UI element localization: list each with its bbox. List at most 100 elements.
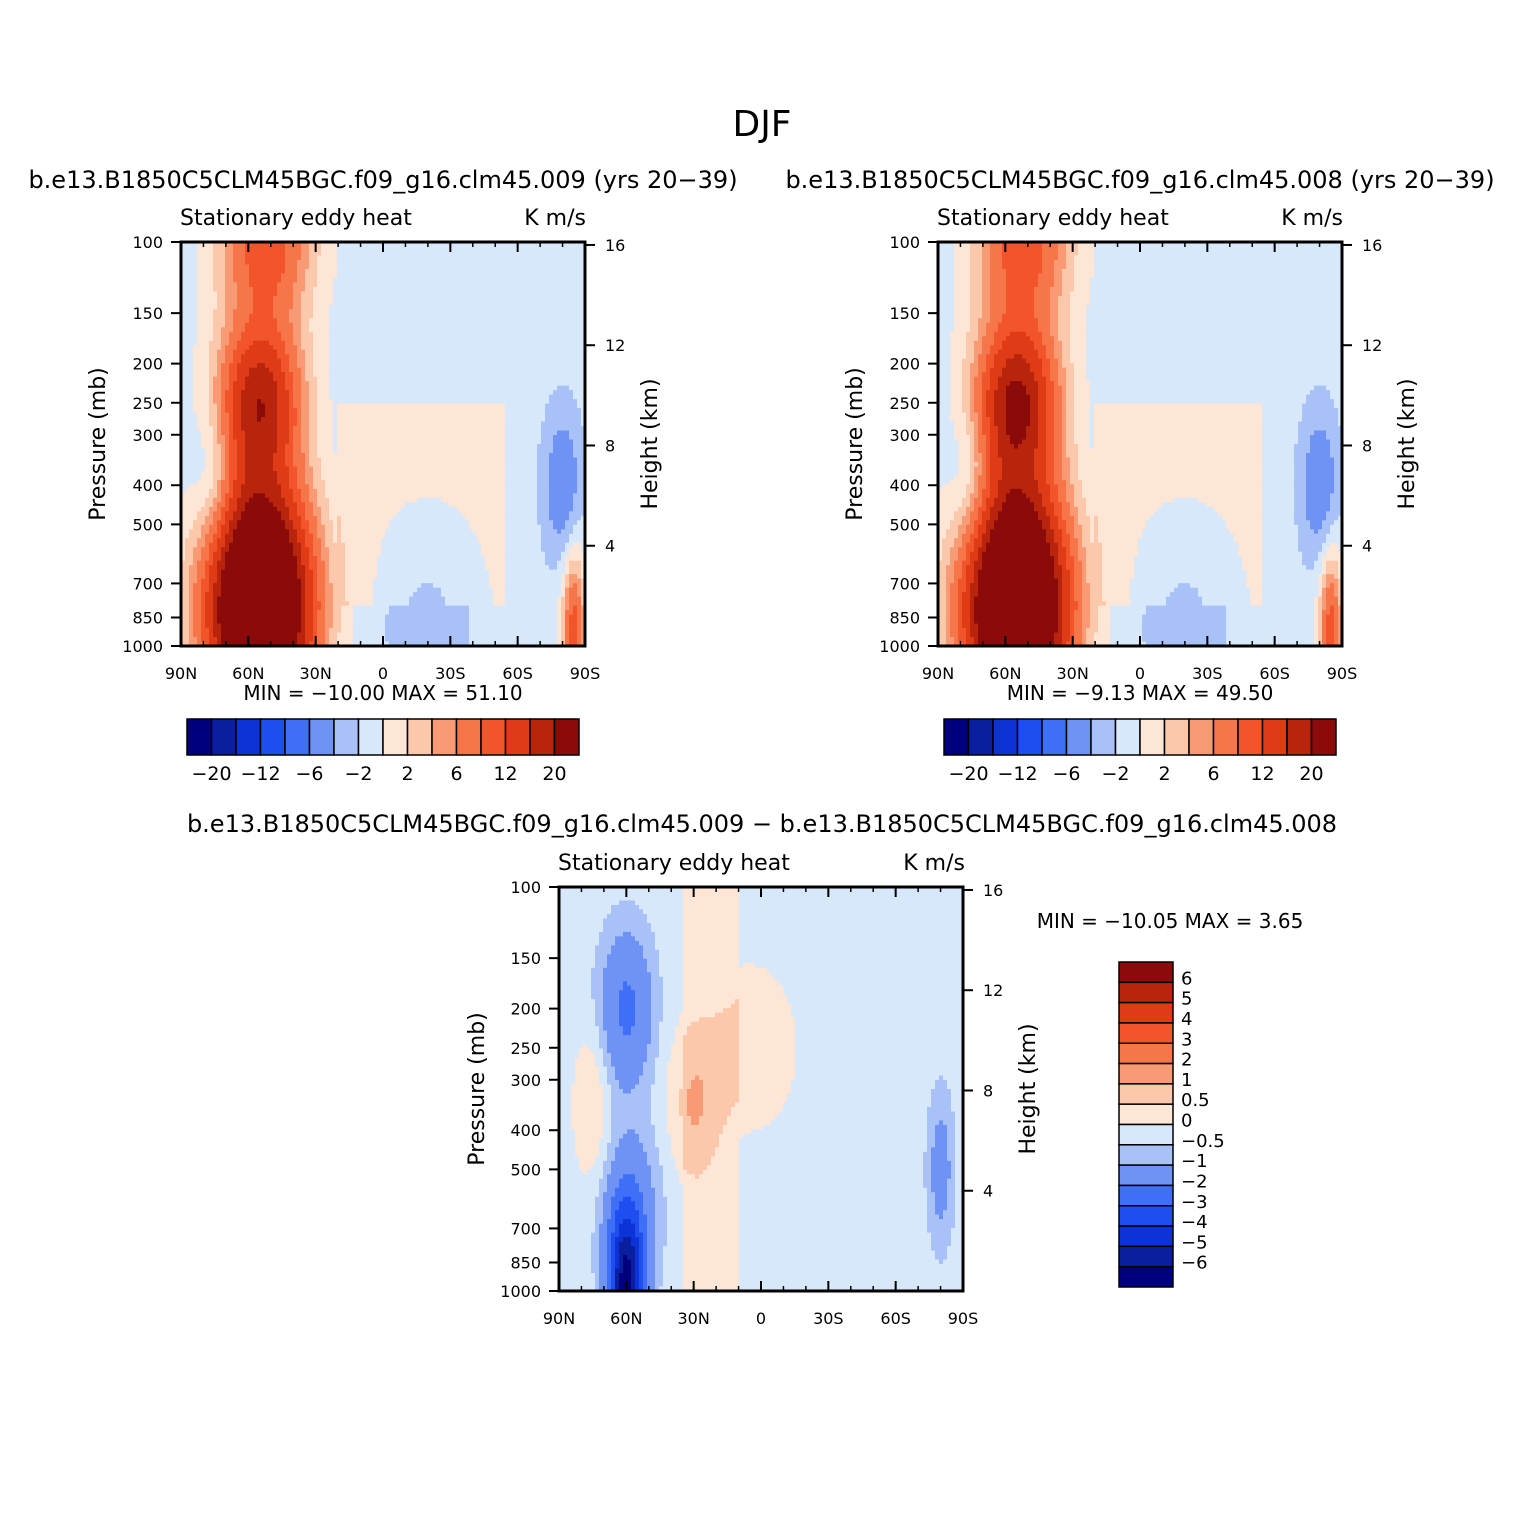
x-tick-label: 90S (1327, 664, 1358, 683)
x-tick-label: 0 (378, 664, 388, 683)
y-right-tick-label: 8 (983, 1081, 993, 1100)
x-tick-label: 90S (570, 664, 601, 683)
colorbar-swatch (333, 718, 360, 756)
colorbar-swatch (308, 718, 335, 756)
colorbar-swatch (1212, 718, 1239, 756)
colorbar-label: −5 (1181, 1232, 1208, 1253)
panel-units-label: K m/s (1281, 206, 1343, 231)
y-tick-label: 850 (510, 1253, 541, 1272)
colorbar-swatch (1163, 718, 1190, 756)
x-tick-label: 60S (880, 1309, 911, 1328)
colorbar-label: −12 (997, 763, 1037, 785)
y-tick-label: 100 (510, 878, 541, 897)
panel-case-title: b.e13.B1850C5CLM45BGC.f09_g16.clm45.009 … (28, 166, 737, 194)
colorbar-label: 4 (1181, 1009, 1192, 1030)
x-tick-label: 30S (1192, 664, 1223, 683)
panel-units-label: K m/s (524, 206, 586, 231)
colorbar-label: −0.5 (1181, 1131, 1225, 1152)
colorbar-label: 2 (1181, 1050, 1192, 1071)
y-tick-label: 150 (889, 304, 920, 323)
colorbar-swatch (1286, 718, 1313, 756)
colorbar-swatch (1118, 1103, 1174, 1126)
y-tick-label: 500 (132, 515, 163, 534)
y-tick-label: 250 (132, 394, 163, 413)
x-tick-label: 60N (989, 664, 1021, 683)
panel-variable-label: Stationary eddy heat (180, 206, 412, 231)
x-tick-label: 30S (435, 664, 466, 683)
y-tick-label: 100 (889, 233, 920, 252)
colorbar-label: 3 (1181, 1029, 1192, 1050)
colorbar-swatch (1016, 718, 1043, 756)
colorbar-swatch (504, 718, 531, 756)
y-tick-label: 200 (132, 355, 163, 374)
y-axis-label: Pressure (mb) (465, 1012, 490, 1166)
y-right-axis-label: Height (km) (1395, 378, 1420, 509)
colorbar-label: −4 (1181, 1212, 1208, 1233)
colorbar-swatch (1118, 1205, 1174, 1227)
colorbar-label: 6 (1181, 968, 1192, 989)
y-tick-label: 500 (889, 515, 920, 534)
panel-case-009: b.e13.B1850C5CLM45BGC.f09_g16.clm45.009 … (28, 166, 737, 785)
y-axis-label: Pressure (mb) (843, 367, 868, 521)
colorbar-label: −1 (1181, 1151, 1208, 1172)
colorbar-swatch (1310, 718, 1337, 756)
colorbar-label: 1 (1181, 1070, 1192, 1091)
y-tick-label: 400 (510, 1121, 541, 1140)
colorbar-swatch (259, 718, 286, 756)
y-tick-label: 150 (132, 304, 163, 323)
colorbar-swatch (1237, 718, 1264, 756)
colorbar-swatch (1118, 1083, 1174, 1105)
x-tick-label: 30N (678, 1309, 710, 1328)
colorbar-swatch (1118, 1042, 1174, 1065)
y-tick-label: 300 (889, 426, 920, 445)
x-tick-label: 60S (1259, 664, 1290, 683)
colorbar-swatch (1114, 718, 1141, 756)
panel-difference: b.e13.B1850C5CLM45BGC.f09_g16.clm45.009 … (187, 810, 1337, 1328)
colorbar-label: −6 (1181, 1253, 1208, 1274)
colorbar-label: 0 (1181, 1111, 1192, 1132)
panel-variable-label: Stationary eddy heat (937, 206, 1169, 231)
y-tick-label: 200 (889, 355, 920, 374)
y-right-tick-label: 12 (983, 981, 1003, 1000)
panel-variable-label: Stationary eddy heat (558, 851, 790, 876)
panel-case-title: b.e13.B1850C5CLM45BGC.f09_g16.clm45.009 … (187, 810, 1337, 838)
colorbar-swatch (1118, 961, 1174, 984)
y-tick-label: 300 (510, 1071, 541, 1090)
colorbar-label: 6 (450, 763, 462, 785)
colorbar-swatch (1118, 1022, 1174, 1044)
y-tick-label: 250 (510, 1039, 541, 1058)
x-tick-label: 0 (756, 1309, 766, 1328)
panel-stats: MIN = −10.00 MAX = 51.10 (243, 681, 522, 705)
panel-case-008: b.e13.B1850C5CLM45BGC.f09_g16.clm45.008 … (785, 166, 1494, 785)
colorbar-label: −6 (1052, 763, 1080, 785)
colorbar-swatch (210, 718, 237, 756)
x-tick-label: 90N (165, 664, 197, 683)
y-tick-label: 850 (889, 608, 920, 627)
colorbar-swatch (992, 718, 1019, 756)
colorbar-label: −20 (948, 763, 988, 785)
colorbar-swatch (1118, 1184, 1174, 1207)
y-right-tick-label: 16 (605, 236, 625, 255)
colorbar-swatch (1041, 718, 1068, 756)
colorbar-swatch (553, 718, 580, 756)
y-tick-label: 1000 (500, 1282, 541, 1301)
colorbar-swatch (284, 718, 311, 756)
x-tick-label: 60S (502, 664, 533, 683)
y-tick-label: 700 (889, 574, 920, 593)
colorbar-swatch (967, 718, 994, 756)
colorbar-swatch (480, 718, 507, 756)
colorbar-swatch (382, 718, 409, 756)
panel-units-label: K m/s (903, 851, 965, 876)
colorbar-swatch (1118, 1144, 1174, 1166)
y-right-tick-label: 8 (1362, 436, 1372, 455)
colorbar-swatch (1118, 1164, 1174, 1187)
colorbar-swatch (455, 718, 482, 756)
colorbar-swatch (431, 718, 458, 756)
colorbar-label: −2 (1101, 763, 1129, 785)
x-tick-label: 90N (543, 1309, 575, 1328)
panel-case-title: b.e13.B1850C5CLM45BGC.f09_g16.clm45.008 … (785, 166, 1494, 194)
colorbar-swatch (186, 718, 213, 756)
x-tick-label: 30S (813, 1309, 844, 1328)
y-tick-label: 400 (132, 476, 163, 495)
